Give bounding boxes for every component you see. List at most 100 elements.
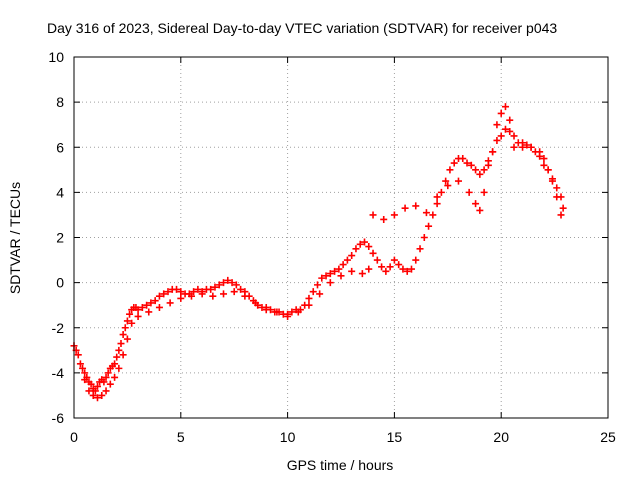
x-tick-label: 20 xyxy=(493,429,509,445)
data-point xyxy=(128,319,136,327)
data-point xyxy=(540,161,548,169)
data-point xyxy=(454,177,462,185)
data-point xyxy=(177,288,185,296)
data-point xyxy=(420,234,428,241)
data-point xyxy=(211,283,219,291)
data-point xyxy=(390,211,398,219)
data-point xyxy=(510,143,518,151)
data-point xyxy=(74,351,82,359)
data-point xyxy=(316,290,324,298)
data-point xyxy=(224,276,232,284)
data-point xyxy=(147,299,155,307)
data-point xyxy=(407,265,415,273)
data-point xyxy=(416,245,424,253)
data-point xyxy=(506,116,514,124)
y-tick-label: 6 xyxy=(56,139,64,155)
data-point xyxy=(437,188,445,196)
x-tick-label: 10 xyxy=(280,429,296,445)
data-point xyxy=(123,335,131,343)
data-point xyxy=(228,279,236,287)
data-point xyxy=(322,272,330,280)
y-tick-labels: -6 -4 -2 0 2 4 6 8 10 xyxy=(48,49,64,426)
data-point xyxy=(126,310,134,318)
data-point xyxy=(111,373,119,381)
data-point xyxy=(395,261,403,269)
data-point xyxy=(134,312,142,320)
data-point xyxy=(548,177,556,185)
data-point xyxy=(220,279,228,287)
data-point xyxy=(155,303,163,311)
data-point xyxy=(326,270,334,278)
data-point xyxy=(343,256,351,264)
data-point xyxy=(348,252,356,260)
data-point xyxy=(155,292,163,300)
data-point xyxy=(523,141,531,149)
data-point xyxy=(81,376,89,384)
data-point xyxy=(121,324,129,332)
data-point xyxy=(450,159,458,167)
data-point xyxy=(232,281,240,289)
data-point xyxy=(294,308,302,316)
data-point xyxy=(553,193,561,201)
data-point xyxy=(89,391,97,399)
data-point xyxy=(241,292,249,300)
data-point xyxy=(463,159,471,167)
data-points xyxy=(70,103,567,402)
x-tick-label: 25 xyxy=(600,429,616,445)
data-point xyxy=(104,369,112,377)
data-point xyxy=(194,285,202,293)
data-point xyxy=(365,243,373,251)
data-point xyxy=(365,265,373,273)
data-point xyxy=(467,161,475,169)
series-points xyxy=(70,125,567,395)
y-tick-label: -4 xyxy=(52,365,65,381)
data-point xyxy=(305,294,313,302)
data-point xyxy=(252,299,260,307)
data-point xyxy=(480,188,488,196)
data-point xyxy=(544,166,552,174)
data-point xyxy=(557,211,565,219)
data-point xyxy=(472,166,480,174)
data-point xyxy=(164,288,172,296)
x-tick-labels: 0 5 10 15 20 25 xyxy=(70,429,616,445)
data-point xyxy=(166,299,174,307)
data-point xyxy=(138,303,146,311)
data-point xyxy=(510,132,518,140)
data-point xyxy=(160,290,168,298)
y-tick-label: -2 xyxy=(52,320,65,336)
data-point xyxy=(190,288,198,296)
data-point xyxy=(273,308,281,316)
data-point xyxy=(337,272,345,280)
y-tick-label: 0 xyxy=(56,275,64,291)
data-point xyxy=(288,308,296,316)
data-point xyxy=(102,373,110,381)
series-points xyxy=(81,103,565,402)
data-point xyxy=(378,263,386,271)
data-point xyxy=(305,301,313,309)
data-point xyxy=(284,312,292,320)
data-point xyxy=(472,200,480,208)
data-point xyxy=(412,256,420,264)
data-point xyxy=(230,288,238,296)
data-point xyxy=(476,206,484,214)
data-point xyxy=(501,125,509,133)
y-tick-label: 2 xyxy=(56,230,64,246)
data-point xyxy=(484,161,492,169)
data-point xyxy=(501,103,509,111)
data-point xyxy=(187,292,195,300)
data-point xyxy=(399,265,407,273)
data-point xyxy=(536,148,544,156)
x-tick-label: 15 xyxy=(387,429,403,445)
data-point xyxy=(318,274,326,282)
data-point xyxy=(442,177,450,185)
data-point xyxy=(209,292,217,300)
data-point xyxy=(373,256,381,264)
data-point xyxy=(348,267,356,275)
data-point xyxy=(111,360,119,368)
y-tick-label: 4 xyxy=(56,184,64,200)
y-tick-label: 8 xyxy=(56,94,64,110)
data-point xyxy=(540,155,548,163)
data-point xyxy=(433,193,441,201)
data-point xyxy=(369,211,377,219)
